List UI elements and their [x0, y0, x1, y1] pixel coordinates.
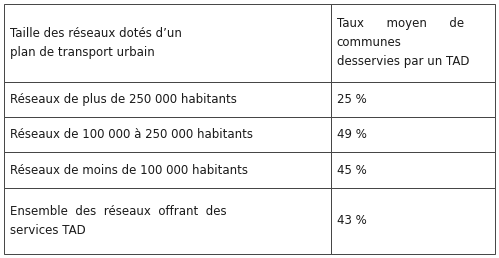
Bar	[4, 117, 330, 152]
Text: Réseaux de plus de 250 000 habitants: Réseaux de plus de 250 000 habitants	[10, 93, 237, 106]
Text: 25 %: 25 %	[336, 93, 366, 106]
Bar	[330, 152, 495, 188]
Text: Taille des réseaux dotés d’un
plan de transport urbain: Taille des réseaux dotés d’un plan de tr…	[10, 27, 182, 59]
Bar	[4, 82, 330, 117]
Text: 43 %: 43 %	[336, 214, 366, 227]
Bar	[4, 152, 330, 188]
Text: 49 %: 49 %	[336, 128, 366, 141]
Bar	[330, 188, 495, 254]
Bar	[330, 4, 495, 82]
Bar	[330, 82, 495, 117]
Text: Taux      moyen      de
communes
desservies par un TAD: Taux moyen de communes desservies par un…	[336, 17, 469, 68]
Bar	[330, 117, 495, 152]
Text: Ensemble  des  réseaux  offrant  des
services TAD: Ensemble des réseaux offrant des service…	[10, 205, 227, 237]
Text: Réseaux de 100 000 à 250 000 habitants: Réseaux de 100 000 à 250 000 habitants	[10, 128, 253, 141]
Bar	[4, 4, 330, 82]
Text: Réseaux de moins de 100 000 habitants: Réseaux de moins de 100 000 habitants	[10, 164, 248, 176]
Bar	[4, 188, 330, 254]
Text: 45 %: 45 %	[336, 164, 366, 176]
